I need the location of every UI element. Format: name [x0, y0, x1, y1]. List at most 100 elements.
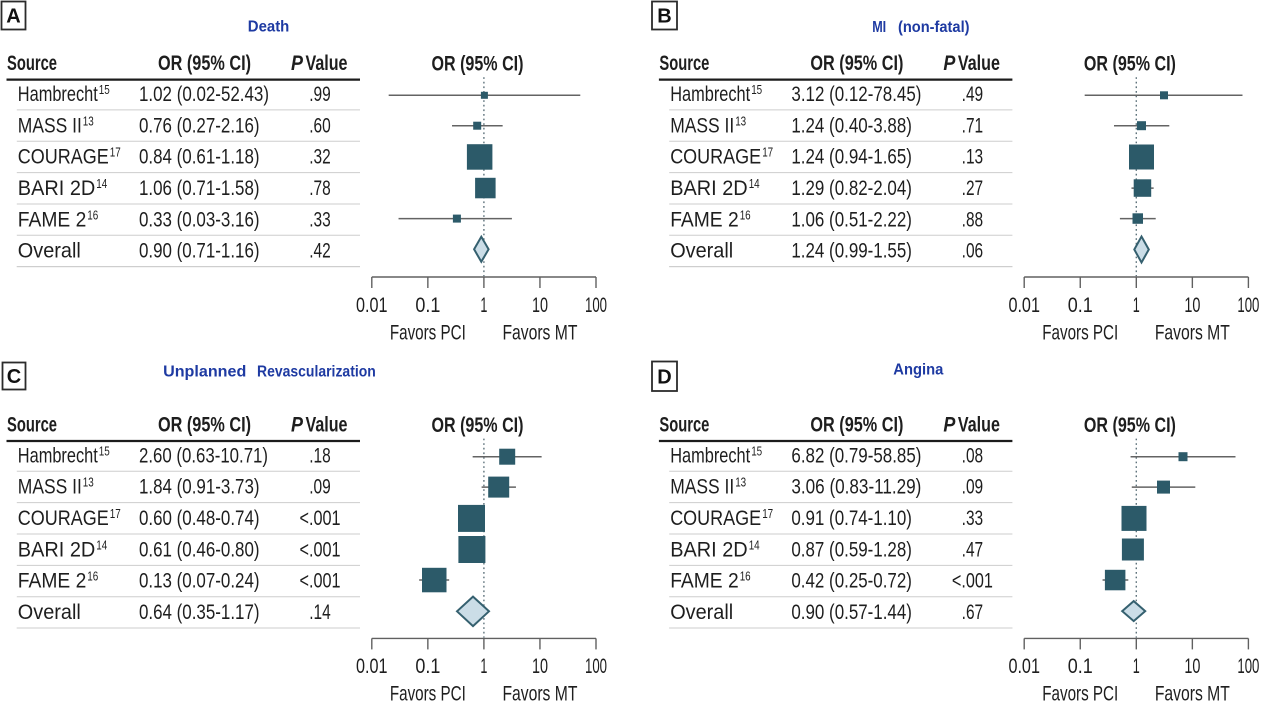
svg-text:OR (95% CI): OR (95% CI): [432, 53, 524, 76]
svg-text:0.01: 0.01: [356, 294, 388, 317]
svg-text:Overall: Overall: [670, 240, 733, 263]
svg-text:OR (95% CI): OR (95% CI): [1084, 53, 1176, 76]
svg-text:3.06 (0.83-11.29): 3.06 (0.83-11.29): [791, 476, 921, 499]
svg-text:0.76 (0.27-2.16): 0.76 (0.27-2.16): [139, 114, 260, 137]
svg-text:1.24 (0.94-1.65): 1.24 (0.94-1.65): [791, 146, 912, 169]
svg-text:<.001: <.001: [300, 538, 341, 561]
svg-text:Favors MT: Favors MT: [502, 321, 577, 344]
svg-text:P: P: [291, 414, 304, 437]
svg-text:10: 10: [532, 294, 548, 317]
svg-text:.33: .33: [962, 507, 984, 530]
svg-text:COURAGE: COURAGE: [670, 507, 761, 530]
svg-text:13: 13: [83, 113, 94, 128]
svg-text:MASS II: MASS II: [670, 114, 734, 137]
svg-text:10: 10: [1184, 294, 1200, 317]
svg-text:COURAGE: COURAGE: [18, 146, 109, 169]
svg-text:17: 17: [110, 506, 121, 521]
svg-text:13: 13: [735, 113, 746, 128]
svg-text:.18: .18: [309, 444, 331, 467]
svg-text:.32: .32: [309, 146, 331, 169]
svg-text:.09: .09: [962, 476, 984, 499]
svg-text:<.001: <.001: [300, 570, 341, 593]
svg-text:Source: Source: [659, 414, 709, 437]
svg-text:OR (95% CI): OR (95% CI): [810, 414, 903, 437]
svg-text:.88: .88: [962, 208, 984, 231]
svg-text:Value: Value: [306, 52, 348, 75]
svg-text:Hambrecht: Hambrecht: [18, 83, 98, 106]
svg-text:13: 13: [735, 475, 746, 490]
svg-text:FAME 2: FAME 2: [670, 570, 739, 593]
svg-text:Favors MT: Favors MT: [502, 683, 577, 706]
svg-text:14: 14: [749, 537, 760, 552]
svg-text:Hambrecht: Hambrecht: [670, 83, 750, 106]
svg-text:.13: .13: [962, 146, 984, 169]
svg-text:15: 15: [99, 82, 110, 97]
svg-text:15: 15: [751, 82, 762, 97]
svg-text:A: A: [6, 6, 20, 28]
svg-text:1.24 (0.40-3.88): 1.24 (0.40-3.88): [791, 114, 912, 137]
svg-text:Hambrecht: Hambrecht: [18, 444, 98, 467]
svg-text:OR (95% CI): OR (95% CI): [810, 52, 903, 75]
svg-text:15: 15: [751, 443, 762, 458]
svg-text:0.84 (0.61-1.18): 0.84 (0.61-1.18): [139, 146, 260, 169]
svg-text:1: 1: [480, 655, 487, 678]
svg-text:Value: Value: [958, 52, 1000, 75]
svg-text:<.001: <.001: [952, 570, 993, 593]
svg-text:6.82 (0.79-58.85): 6.82 (0.79-58.85): [791, 444, 921, 467]
svg-text:Overall: Overall: [670, 601, 733, 624]
svg-text:15: 15: [99, 443, 110, 458]
svg-text:BARI 2D: BARI 2D: [670, 177, 748, 200]
svg-text:17: 17: [762, 145, 773, 160]
svg-text:0.01: 0.01: [356, 655, 388, 678]
svg-text:BARI 2D: BARI 2D: [670, 538, 748, 561]
svg-text:10: 10: [532, 655, 548, 678]
svg-text:BARI 2D: BARI 2D: [18, 177, 96, 200]
svg-text:Angina: Angina: [893, 361, 943, 378]
svg-text:1: 1: [480, 294, 487, 317]
svg-text:MASS II: MASS II: [670, 476, 734, 499]
svg-text:.14: .14: [309, 601, 331, 624]
svg-text:0.90 (0.71-1.16): 0.90 (0.71-1.16): [139, 240, 260, 263]
svg-text:17: 17: [762, 506, 773, 521]
svg-text:.09: .09: [309, 476, 331, 499]
svg-text:100: 100: [585, 655, 607, 678]
svg-text:1.02 (0.02-52.43): 1.02 (0.02-52.43): [139, 83, 269, 106]
svg-text:1.84 (0.91-3.73): 1.84 (0.91-3.73): [139, 476, 260, 499]
svg-text:0.1: 0.1: [1068, 294, 1093, 317]
svg-text:0.42 (0.25-0.72): 0.42 (0.25-0.72): [791, 570, 912, 593]
svg-text:100: 100: [1237, 294, 1259, 317]
svg-text:1.29 (0.82-2.04): 1.29 (0.82-2.04): [791, 177, 912, 200]
svg-text:16: 16: [87, 207, 98, 222]
svg-text:P: P: [291, 52, 304, 75]
svg-text:2.60 (0.63-10.71): 2.60 (0.63-10.71): [139, 444, 268, 467]
svg-text:<.001: <.001: [300, 507, 341, 530]
svg-text:P: P: [943, 414, 956, 437]
svg-text:0.87 (0.59-1.28): 0.87 (0.59-1.28): [791, 538, 912, 561]
svg-text:Favors MT: Favors MT: [1155, 321, 1230, 344]
svg-text:Source: Source: [7, 414, 57, 437]
svg-text:14: 14: [96, 176, 107, 191]
svg-text:Unplanned: Unplanned: [163, 363, 246, 380]
svg-text:16: 16: [87, 569, 98, 584]
svg-text:.33: .33: [309, 208, 331, 231]
svg-text:MASS II: MASS II: [18, 476, 82, 499]
svg-text:0.1: 0.1: [1068, 655, 1093, 678]
svg-text:10: 10: [1184, 655, 1200, 678]
svg-text:1.24 (0.99-1.55): 1.24 (0.99-1.55): [791, 240, 912, 263]
svg-text:Revascularization: Revascularization: [257, 363, 376, 380]
svg-text:1.06 (0.51-2.22): 1.06 (0.51-2.22): [791, 208, 912, 231]
svg-text:1: 1: [1133, 294, 1140, 317]
svg-text:0.01: 0.01: [1008, 294, 1040, 317]
svg-text:OR (95% CI): OR (95% CI): [432, 414, 524, 437]
svg-text:Favors MT: Favors MT: [1155, 683, 1230, 706]
svg-text:.42: .42: [309, 240, 331, 263]
svg-text:.08: .08: [962, 444, 984, 467]
svg-text:MI: MI: [872, 19, 886, 36]
svg-text:14: 14: [749, 176, 760, 191]
svg-text:FAME 2: FAME 2: [670, 208, 739, 231]
svg-text:1: 1: [1133, 655, 1140, 678]
svg-text:.99: .99: [309, 83, 331, 106]
svg-text:Favors PCI: Favors PCI: [390, 321, 466, 344]
svg-text:16: 16: [740, 207, 751, 222]
svg-text:.27: .27: [962, 177, 984, 200]
